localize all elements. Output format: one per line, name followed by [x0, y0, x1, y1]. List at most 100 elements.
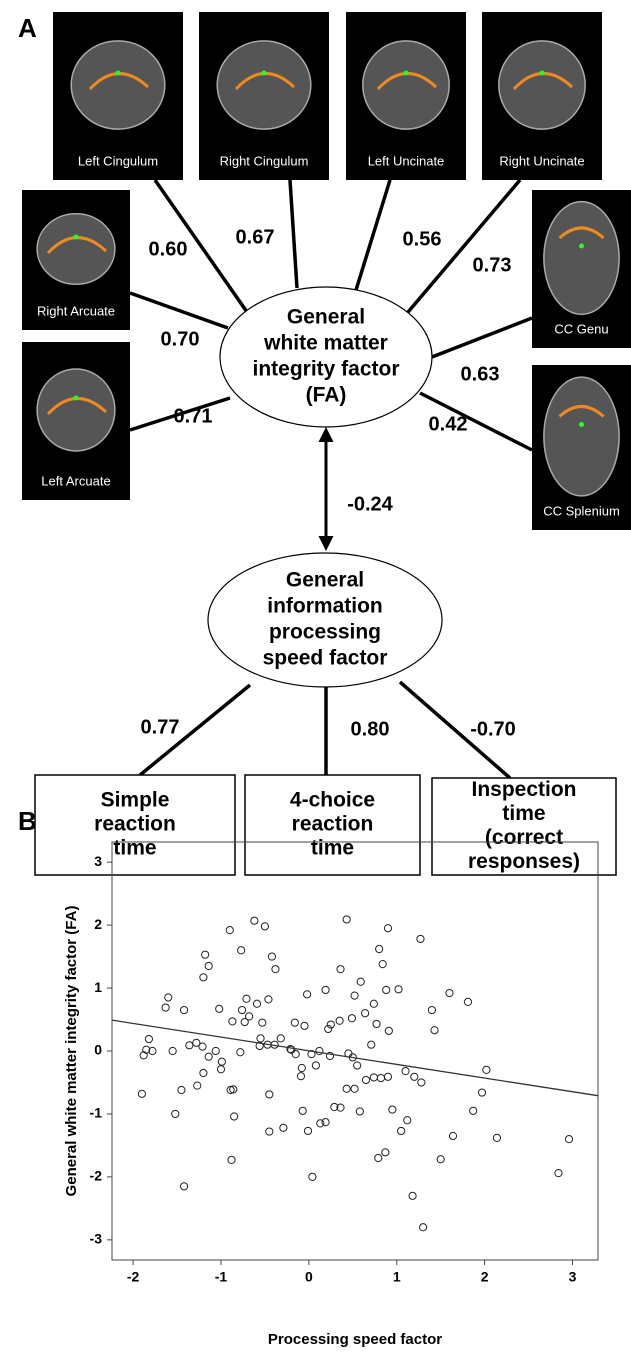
page: A B Left Cingulum0.60Right Cingulum0.67L…: [0, 0, 631, 1359]
point: [228, 1156, 235, 1163]
point: [241, 1018, 248, 1025]
point: [199, 1043, 206, 1050]
point: [316, 1047, 323, 1054]
seed: [579, 422, 584, 427]
point: [169, 1047, 176, 1054]
seed: [579, 244, 584, 249]
point: [464, 998, 471, 1005]
point: [272, 966, 279, 973]
point: [383, 986, 390, 993]
point: [261, 923, 268, 930]
path-line: [290, 180, 297, 288]
loading: 0.42: [429, 413, 468, 435]
point: [417, 935, 424, 942]
point: [243, 995, 250, 1002]
loading: 0.56: [403, 228, 442, 250]
point: [384, 925, 391, 932]
panel-label: B: [18, 806, 37, 836]
point: [483, 1066, 490, 1073]
point: [277, 1035, 284, 1042]
point: [322, 1119, 329, 1126]
y-tick-label: 1: [94, 979, 102, 995]
point: [373, 1020, 380, 1027]
x-tick-label: 2: [481, 1269, 489, 1285]
tract-label: Left Uncinate: [368, 153, 445, 168]
point: [398, 1127, 405, 1134]
point: [370, 1000, 377, 1007]
y-tick-label: 0: [94, 1042, 102, 1058]
x-tick-label: -2: [127, 1269, 140, 1285]
test-label: time: [502, 802, 545, 825]
point: [337, 966, 344, 973]
point: [446, 989, 453, 996]
x-tick-label: 1: [393, 1269, 401, 1285]
factor-label: General: [286, 569, 364, 592]
point: [205, 1053, 212, 1060]
point: [565, 1136, 572, 1143]
point: [395, 986, 402, 993]
brain-shape: [363, 41, 449, 129]
tract-label: Right Cingulum: [220, 153, 309, 168]
brain-shape: [544, 377, 619, 496]
point: [437, 1156, 444, 1163]
point: [382, 1149, 389, 1156]
y-tick-label: -3: [90, 1231, 103, 1247]
point: [172, 1110, 179, 1117]
point: [251, 917, 258, 924]
point: [478, 1089, 485, 1096]
point: [165, 994, 172, 1001]
point: [259, 1019, 266, 1026]
point: [304, 1127, 311, 1134]
point: [431, 1027, 438, 1034]
point: [216, 1005, 223, 1012]
point: [200, 974, 207, 981]
point: [348, 1015, 355, 1022]
y-tick-label: -1: [90, 1105, 103, 1121]
test-label: 4-choice: [290, 789, 375, 812]
correlation: -0.24: [347, 493, 393, 515]
point: [370, 1074, 377, 1081]
point: [356, 1108, 363, 1115]
point: [312, 1062, 319, 1069]
point: [298, 1064, 305, 1071]
point: [385, 1027, 392, 1034]
test-label: reaction: [292, 813, 374, 836]
point: [186, 1042, 193, 1049]
tract-label: Right Arcuate: [37, 303, 115, 318]
loading: 0.80: [351, 718, 390, 740]
point: [402, 1068, 409, 1075]
point: [194, 1082, 201, 1089]
point: [266, 1091, 273, 1098]
path-line: [356, 180, 390, 290]
seed: [262, 71, 267, 76]
point: [362, 1076, 369, 1083]
point: [470, 1107, 477, 1114]
point: [493, 1134, 500, 1141]
factor-label: General: [287, 306, 365, 329]
factor-label: processing: [269, 621, 381, 644]
seed: [74, 235, 79, 240]
point: [354, 1062, 361, 1069]
point: [376, 945, 383, 952]
point: [555, 1170, 562, 1177]
test-label: reaction: [94, 813, 176, 836]
point: [384, 1073, 391, 1080]
point: [304, 991, 311, 998]
point: [309, 1173, 316, 1180]
point: [428, 1006, 435, 1013]
point: [379, 961, 386, 968]
point: [217, 1066, 224, 1073]
point: [420, 1224, 427, 1231]
point: [229, 1018, 236, 1025]
point: [299, 1107, 306, 1114]
point: [336, 1017, 343, 1024]
point: [265, 996, 272, 1003]
x-tick-label: 3: [569, 1269, 577, 1285]
tract-label: Left Cingulum: [78, 153, 158, 168]
brain-shape: [217, 41, 311, 129]
point: [351, 992, 358, 999]
brain-shape: [71, 41, 165, 129]
point: [205, 962, 212, 969]
point: [357, 978, 364, 985]
point: [253, 1000, 260, 1007]
